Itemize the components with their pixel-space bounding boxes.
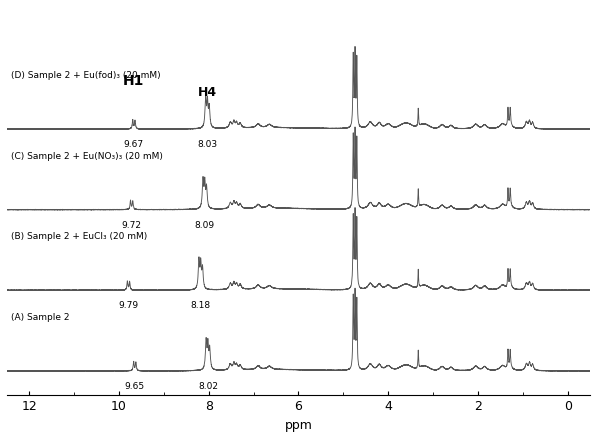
Text: 8.18: 8.18 — [190, 301, 211, 310]
Text: H4: H4 — [198, 86, 217, 99]
Text: H1: H1 — [123, 74, 144, 87]
Text: (D) Sample 2 + Eu(fod)₃ (20 mM): (D) Sample 2 + Eu(fod)₃ (20 mM) — [11, 71, 161, 80]
Text: 8.03: 8.03 — [198, 140, 217, 149]
Text: (B) Sample 2 + EuCl₃ (20 mM): (B) Sample 2 + EuCl₃ (20 mM) — [11, 232, 147, 241]
Text: 9.79: 9.79 — [118, 301, 139, 310]
Text: 8.09: 8.09 — [195, 220, 215, 229]
Text: (C) Sample 2 + Eu(NO₃)₃ (20 mM): (C) Sample 2 + Eu(NO₃)₃ (20 mM) — [11, 151, 164, 160]
Text: 9.67: 9.67 — [124, 140, 144, 149]
Text: 8.02: 8.02 — [198, 381, 218, 390]
Text: (A) Sample 2: (A) Sample 2 — [11, 312, 70, 321]
Text: 9.65: 9.65 — [125, 381, 145, 390]
X-axis label: ppm: ppm — [285, 418, 312, 431]
Text: 9.72: 9.72 — [122, 220, 141, 229]
